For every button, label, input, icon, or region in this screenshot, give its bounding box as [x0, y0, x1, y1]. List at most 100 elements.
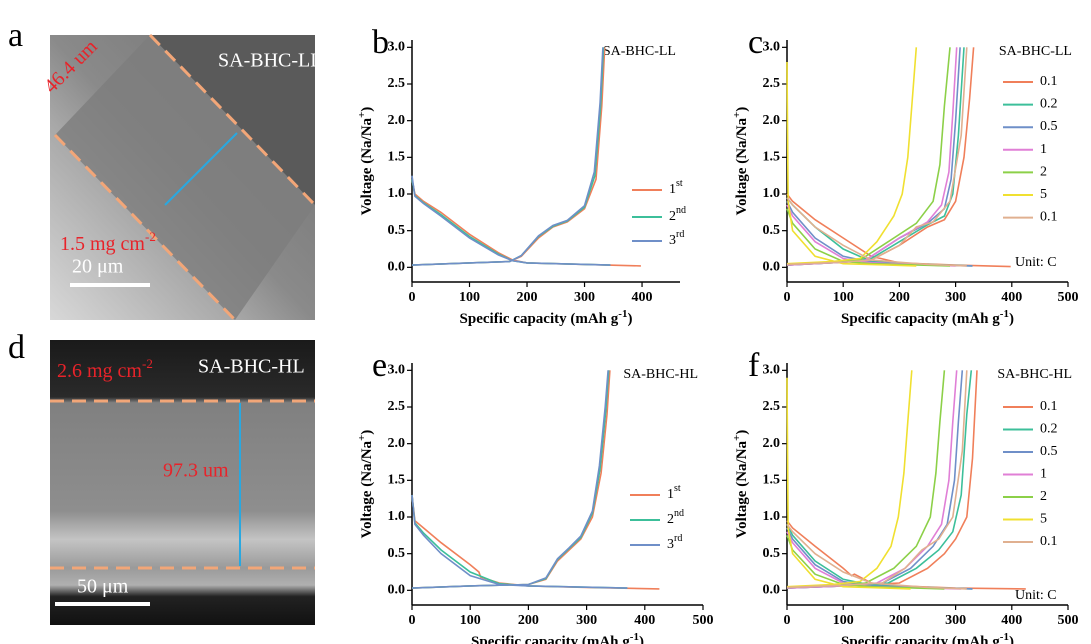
- legend-label: 0.2: [1040, 422, 1058, 437]
- y-tick-label: 1.5: [388, 473, 406, 488]
- y-tick-label: 1.5: [763, 473, 781, 488]
- legend-name: 0.5: [1040, 444, 1058, 459]
- y-tick-label: 2.0: [388, 113, 406, 128]
- x-tick-label: 300: [945, 613, 966, 628]
- legend-name-sup: rd: [674, 533, 682, 544]
- x-tick-label: 300: [574, 290, 595, 305]
- thickness-arrow: [164, 132, 238, 206]
- legend-name: 2: [667, 512, 674, 527]
- series-line: [786, 47, 918, 267]
- x-label-sup: -1: [1000, 308, 1009, 320]
- series-line: [786, 370, 973, 590]
- legend-name-sup: nd: [676, 205, 686, 216]
- series-line: [786, 47, 1011, 268]
- y-tick-label: 1.5: [763, 150, 781, 165]
- legend-label: 2: [1040, 165, 1047, 180]
- y-label-end: ): [734, 430, 750, 435]
- y-tick-label: 3.0: [388, 363, 406, 378]
- legend-label: 0.1: [1040, 399, 1058, 414]
- y-label-sup: +: [356, 112, 368, 118]
- x-label-text: Specific capacity (mAh g: [841, 634, 1000, 644]
- scale-bar: [70, 283, 150, 287]
- legend-name: 0.1: [1040, 399, 1058, 414]
- x-label-text: Specific capacity (mAh g: [460, 311, 619, 327]
- legend-label: 0.2: [1040, 97, 1058, 112]
- x-axis-label: Specific capacity (mAh g-1): [841, 308, 1014, 328]
- y-tick-label: 0.5: [763, 546, 781, 561]
- chart-panel: 0 100 200 300 400 0.0 0.5 1.0 1.5 2.0 2.5 3.0 Specif…: [356, 24, 686, 328]
- y-tick-label: 1.0: [388, 509, 406, 524]
- x-tick-label: 100: [459, 290, 480, 305]
- scale-label: 20 μm: [72, 256, 124, 278]
- legend-label: 0.5: [1040, 444, 1058, 459]
- scale-label: 50 μm: [77, 576, 129, 598]
- legend-name: 0.1: [1040, 74, 1058, 89]
- x-axis-label: Specific capacity (mAh g-1): [471, 631, 644, 644]
- series-line: [786, 47, 973, 267]
- panel-letter: f: [748, 347, 760, 384]
- legend-name: 5: [1040, 187, 1047, 202]
- y-tick-label: 2.5: [388, 399, 406, 414]
- y-tick-label: 2.5: [388, 76, 406, 91]
- loading-label: 2.6 mg cm-2: [57, 356, 153, 382]
- y-tick-label: 2.5: [763, 76, 781, 91]
- legend-label: 5: [1040, 187, 1047, 202]
- x-tick-label: 400: [1001, 290, 1022, 305]
- panel-letter: e: [372, 347, 387, 384]
- x-tick-label: 500: [1058, 290, 1079, 305]
- legend-label: 1st: [669, 178, 683, 197]
- x-label-text: Specific capacity (mAh g: [841, 311, 1000, 327]
- x-tick-label: 200: [889, 613, 910, 628]
- legend-name: 3: [667, 537, 674, 552]
- y-label-end: ): [359, 107, 375, 112]
- y-tick-label: 0.0: [388, 260, 406, 275]
- x-label-end: ): [1009, 634, 1014, 644]
- series-line: [411, 47, 611, 266]
- legend-name: 2: [669, 209, 676, 224]
- series-line: [786, 370, 968, 590]
- legend-name: 3: [669, 233, 676, 248]
- y-axis-label: Voltage (Na/Na+): [356, 430, 376, 539]
- legend-label: 0.1: [1040, 534, 1058, 549]
- sample-label: SA-BHC-LL: [218, 50, 322, 72]
- legend-name: 0.2: [1040, 422, 1058, 437]
- legend-name-sup: st: [676, 178, 683, 189]
- legend-name: 0.5: [1040, 119, 1058, 134]
- chart-panel: 0 100 200 300 400 500 0.0 0.5 1.0 1.5 2.0 2.5 3.0 Spe…: [731, 24, 1079, 328]
- panel-letter: c: [748, 24, 763, 61]
- y-tick-label: 0.0: [388, 583, 406, 598]
- y-label-end: ): [359, 430, 375, 435]
- y-axis-label: Voltage (Na/Na+): [731, 430, 751, 539]
- x-axis-label: Specific capacity (mAh g-1): [841, 631, 1014, 644]
- x-label-end: ): [627, 311, 632, 327]
- sem-electrode: [55, 35, 315, 320]
- boundary-line: [148, 33, 317, 207]
- x-tick-label: 500: [1058, 613, 1079, 628]
- x-tick-label: 300: [576, 613, 597, 628]
- y-axis-label: Voltage (Na/Na+): [356, 107, 376, 216]
- x-tick-label: 100: [833, 613, 854, 628]
- panel-letter: d: [8, 329, 25, 366]
- sample-label: SA-BHC-HL: [198, 356, 305, 378]
- y-tick-label: 0.5: [388, 546, 406, 561]
- y-axis-label: Voltage (Na/Na+): [731, 107, 751, 216]
- x-axis-label: Specific capacity (mAh g-1): [460, 308, 633, 328]
- x-label-sup: -1: [630, 631, 639, 643]
- panel-label: SA-BHC-HL: [623, 367, 698, 382]
- y-tick-label: 2.0: [388, 436, 406, 451]
- x-label-end: ): [1009, 311, 1014, 327]
- legend-label: 2: [1040, 489, 1047, 504]
- y-tick-label: 2.5: [763, 399, 781, 414]
- legend-label: 1: [1040, 467, 1047, 482]
- panel-label: SA-BHC-LL: [603, 44, 676, 59]
- y-tick-label: 0.0: [763, 583, 781, 598]
- x-tick-label: 200: [517, 290, 538, 305]
- series-line: [786, 47, 973, 267]
- y-label-end: ): [734, 107, 750, 112]
- y-tick-label: 2.0: [763, 436, 781, 451]
- legend-name-sup: st: [674, 483, 681, 494]
- x-tick-label: 400: [632, 290, 653, 305]
- y-tick-label: 3.0: [763, 363, 781, 378]
- y-tick-label: 1.0: [388, 186, 406, 201]
